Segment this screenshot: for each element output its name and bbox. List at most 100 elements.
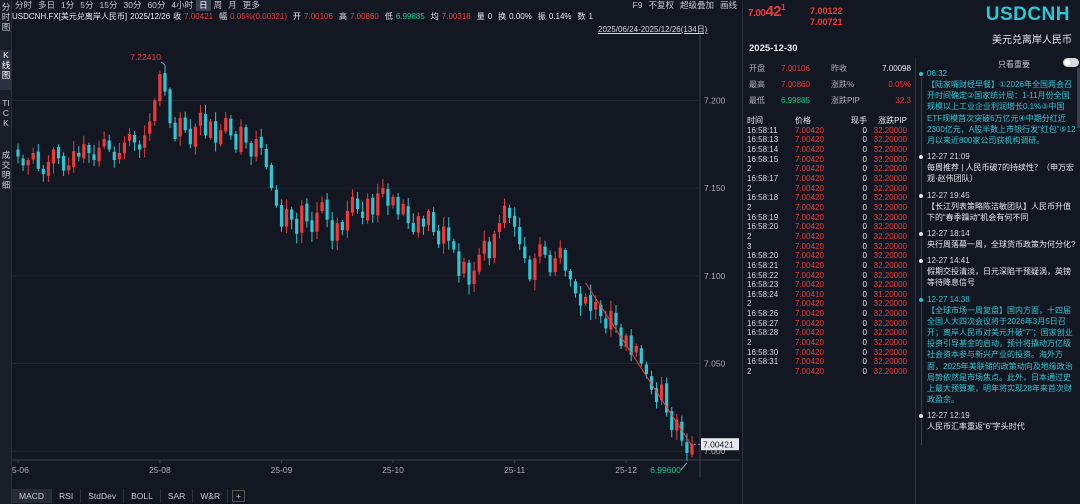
candle-body: [244, 127, 248, 143]
timeline-dot-icon: [919, 155, 923, 160]
period-timeshare[interactable]: 分时: [15, 0, 33, 10]
candle-body: [558, 247, 562, 258]
candle-body: [148, 121, 152, 134]
indicator-rsi[interactable]: RSI: [52, 489, 82, 503]
tick-change: 32.20000: [873, 144, 907, 154]
close-value: 7.00421: [184, 12, 214, 21]
only-important-toggle[interactable]: [1063, 58, 1079, 67]
candle-body: [477, 254, 481, 272]
tick-change: 32.20000: [873, 347, 907, 357]
candle-body: [229, 118, 233, 136]
tick-volume: 0: [862, 280, 867, 290]
tick-row: 16:58:15 7.00420 0 32.20000: [747, 155, 911, 165]
tick-row: 16:58:17 7.00420 0 32.20000: [747, 174, 911, 184]
candle-body: [665, 383, 669, 413]
indicator-stddev[interactable]: StdDev: [81, 489, 125, 503]
timeline-line: [920, 264, 922, 301]
add-indicator-button[interactable]: +: [232, 490, 246, 502]
period-60min[interactable]: 60分: [147, 0, 166, 10]
candle-body: [249, 142, 253, 157]
tick-header-chg: 涨跌PIP: [878, 116, 907, 125]
indicator-boll[interactable]: BOLL: [124, 489, 161, 503]
candle-body: [224, 117, 228, 132]
news-feed[interactable]: 06:32 【陆家嘴财经早餐】①2026年全国两会召开时间确定②国家统计局：1-1…: [919, 69, 1077, 504]
indicator-sar[interactable]: SAR: [161, 489, 194, 503]
draw-line-button[interactable]: 画线: [719, 0, 737, 10]
only-important-label: 只看重要: [998, 60, 1030, 69]
tab-timeshare[interactable]: 分时图: [1, 2, 11, 32]
tick-row: 16:58:21 7.00420 0 32.20000: [747, 261, 911, 271]
candle-body: [295, 218, 299, 234]
news-item[interactable]: 12-27 21:09 每周推荐 | 人民币破7的持续性？（申万宏观·赵伟团队）: [919, 152, 1077, 197]
tab-trade-details[interactable]: 成交明细: [1, 150, 11, 190]
period-30min[interactable]: 30分: [123, 0, 142, 10]
last-price-sup: 1: [781, 3, 786, 12]
no-adjust-button[interactable]: 不复权: [648, 0, 674, 10]
tick-change: 32.20000: [873, 125, 907, 135]
candle-body: [305, 203, 309, 222]
f9-button[interactable]: F9: [632, 0, 643, 10]
timeline-dot-icon: [919, 259, 923, 264]
candle-body: [507, 207, 512, 218]
tick-volume: 0: [862, 202, 867, 212]
candle-body: [92, 154, 96, 161]
low-annotation: 6.99600: [650, 465, 681, 475]
period-15min[interactable]: 15分: [99, 0, 118, 10]
tick-price: 7.00420: [795, 193, 824, 203]
tick-volume: 0: [862, 164, 867, 174]
candle-body: [158, 74, 162, 102]
period-1min[interactable]: 1分: [61, 0, 75, 10]
tick-time: 16:58:21: [747, 260, 779, 270]
candle-body: [675, 419, 679, 431]
news-time: 12-27 18:14: [927, 229, 970, 239]
candle-body: [578, 293, 583, 306]
candle-body: [361, 211, 365, 218]
candlestick-chart[interactable]: 7.200 7.150 7.100 7.050 7.000 25-06 25-08 25-09…: [12, 35, 740, 477]
bid-ask: 7.00122 7.00721: [810, 6, 843, 28]
super-overlay-button[interactable]: 超级叠加: [679, 0, 714, 10]
candle-body: [173, 122, 177, 139]
candle-body: [269, 165, 273, 189]
tab-tick[interactable]: TICK: [2, 98, 10, 128]
period-month[interactable]: 月: [228, 0, 237, 10]
last-price-big: 42: [765, 3, 782, 20]
period-5min[interactable]: 5分: [80, 0, 94, 10]
tick-row: 16:58:24 7.00410 0 31.20000: [747, 290, 911, 300]
tick-change: 32.20000: [873, 222, 907, 232]
news-scrollbar[interactable]: [1077, 68, 1080, 128]
high-label: 高: [338, 12, 347, 21]
period-day[interactable]: 日: [196, 0, 211, 11]
candle-body: [67, 165, 71, 171]
candle-body: [178, 117, 182, 137]
news-item[interactable]: 06:32 【陆家嘴财经早餐】①2026年全国两会召开时间确定②国家统计局：1-1…: [919, 69, 1077, 159]
tick-change: 32.20000: [873, 357, 907, 367]
tick-volume: 0: [862, 154, 867, 164]
news-text: 假期交投清淡，日元深陷干预疑涡，英镑等待降息信号: [927, 267, 1071, 288]
candle-body: [421, 218, 426, 227]
stat-value: 32.3: [895, 96, 911, 105]
news-item[interactable]: 12-27 12:19 人民币汇率重返“6”字头时代: [919, 411, 1077, 445]
period-multi-day[interactable]: 多日: [38, 0, 56, 10]
period-week[interactable]: 周: [213, 0, 223, 10]
news-text: 每周推荐 | 人民币破7的持续性？（申万宏观·赵伟团队）: [927, 163, 1074, 184]
candle-body: [639, 348, 643, 364]
news-item[interactable]: 12-27 19:45 【长江列表策略陈洁敏团队】人民币升值下的“春季躁动”机会有…: [919, 191, 1077, 236]
period-4hour[interactable]: 4小时: [171, 0, 194, 10]
tab-kline[interactable]: K线图: [0, 50, 12, 90]
news-item[interactable]: 12-27 14:38 【全球市场一周复盘】国内方面，十四届全国人大四次会议将于2…: [919, 295, 1077, 418]
candle-body: [401, 203, 405, 215]
indicator-macd[interactable]: MACD: [12, 489, 53, 503]
date-range-link[interactable]: 2025/06/24-2025/12/26(134日): [598, 25, 708, 34]
period-more[interactable]: 更多: [242, 0, 260, 10]
tick-volume: 0: [862, 144, 867, 154]
candle-body: [381, 188, 385, 194]
news-item[interactable]: 12-27 14:41 假期交投清淡，日元深陷干预疑涡，英镑等待降息信号: [919, 256, 1077, 301]
candle-body: [355, 198, 360, 210]
indicator-wr[interactable]: W&R: [193, 489, 229, 503]
timeline-dot-icon: [919, 414, 923, 419]
news-item[interactable]: 12-27 18:14 央行周落幕一周，全球货币政策为何分化?: [919, 229, 1077, 263]
tick-price: 7.00420: [795, 222, 824, 232]
tick-time: 16:58:31: [747, 357, 779, 367]
news-text: 【陆家嘴财经早餐】①2026年全国两会召开时间确定②国家统计局：1-11月份全国…: [927, 80, 1076, 146]
news-time: 12-27 14:41: [927, 256, 970, 266]
